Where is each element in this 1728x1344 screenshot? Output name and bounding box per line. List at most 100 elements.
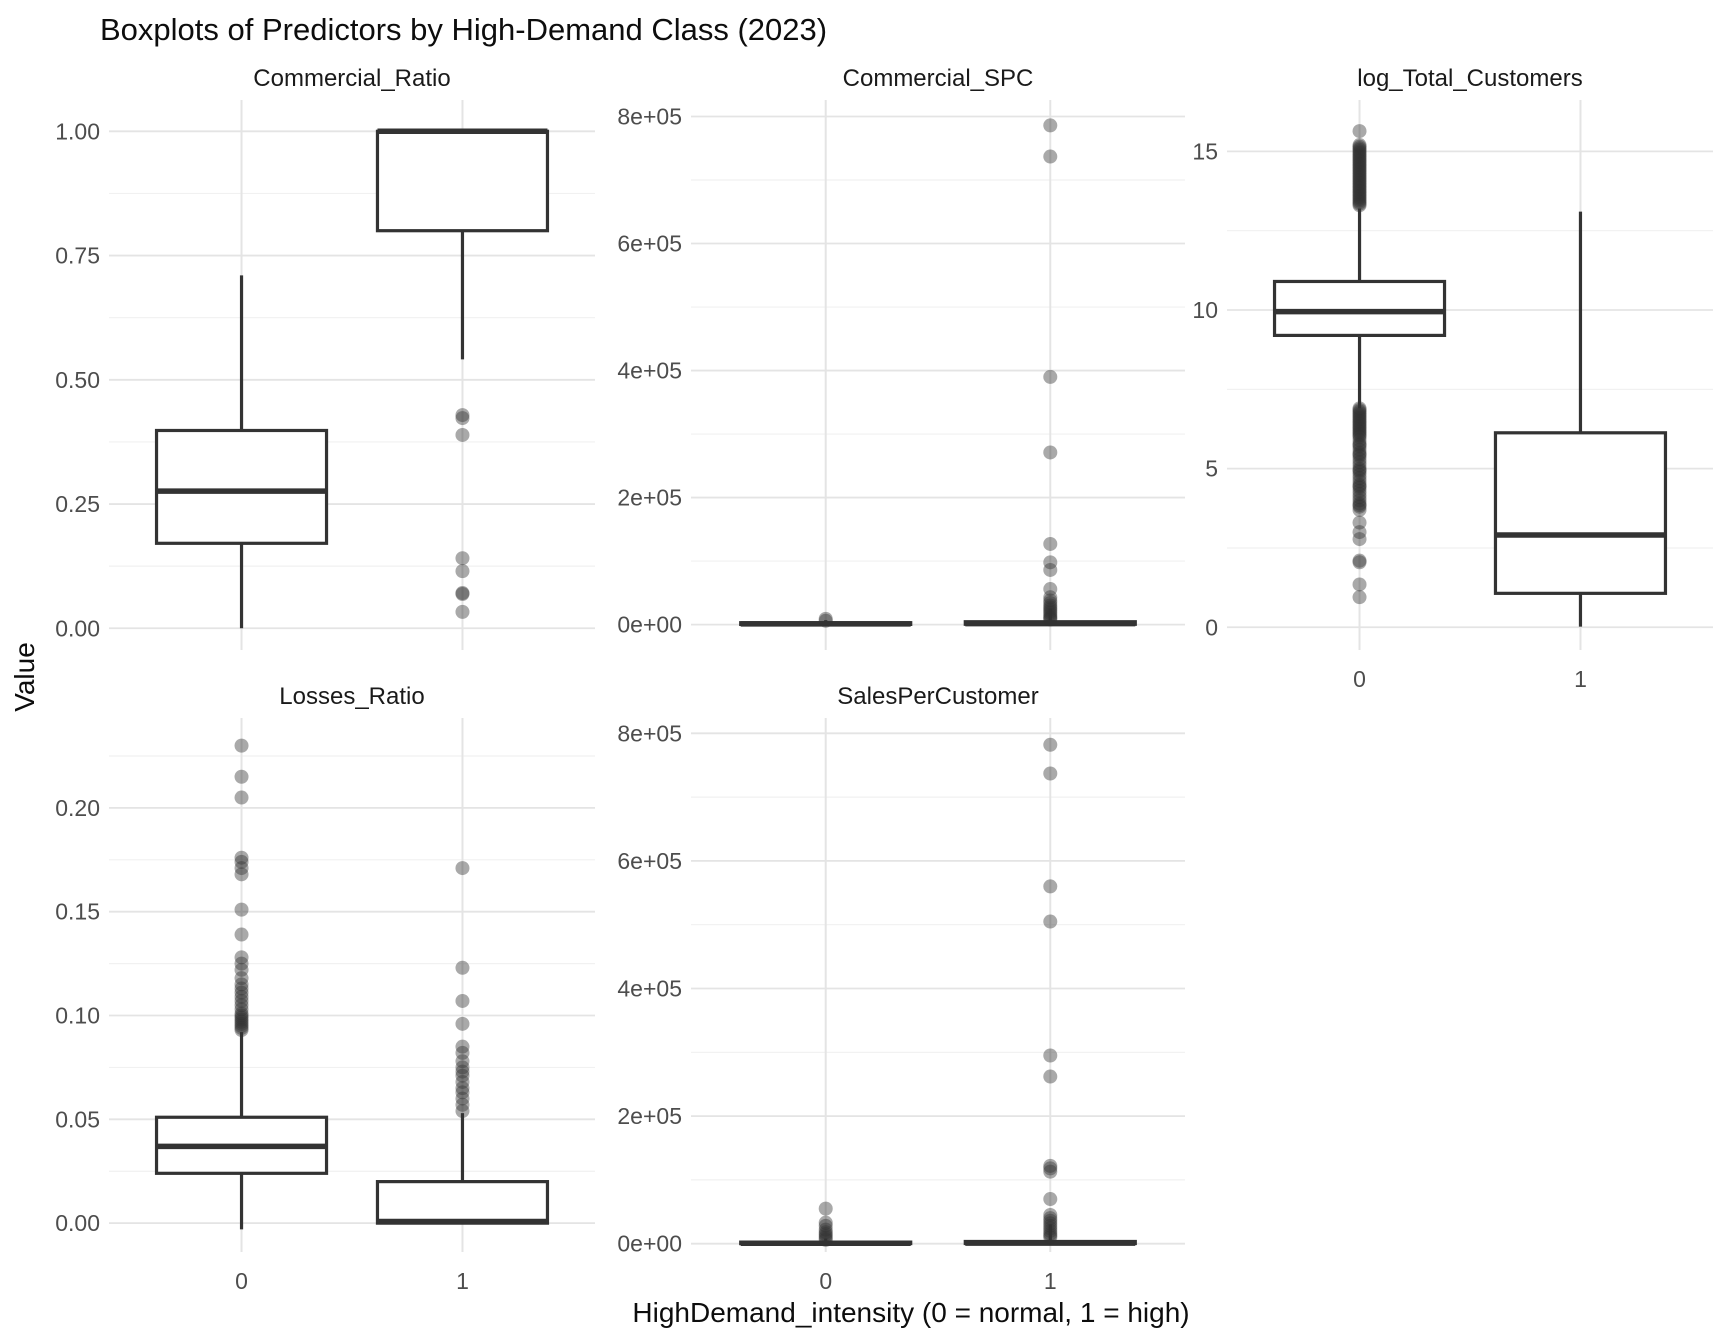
outlier-point bbox=[1352, 420, 1367, 435]
x-tick-label: 0 bbox=[1353, 666, 1366, 692]
outlier-point bbox=[1352, 124, 1367, 139]
outlier-point bbox=[818, 1222, 833, 1237]
outlier-point bbox=[455, 1104, 470, 1119]
outlier-point bbox=[1043, 608, 1058, 623]
facet-panels: Commercial_Ratio1.000.750.500.250.00Comm… bbox=[55, 65, 1713, 1294]
outlier-point bbox=[1043, 602, 1058, 617]
outlier-point bbox=[1043, 609, 1058, 624]
outlier-point bbox=[1352, 182, 1367, 197]
outlier-point bbox=[1352, 479, 1367, 494]
outlier-point bbox=[1352, 463, 1367, 478]
y-tick-label: 1.00 bbox=[55, 118, 100, 144]
outlier-point bbox=[234, 956, 249, 971]
y-tick-label: 0.20 bbox=[55, 795, 100, 821]
chart-title: Boxplots of Predictors by High-Demand Cl… bbox=[100, 12, 827, 47]
outlier-point bbox=[1352, 429, 1367, 444]
outlier-point bbox=[1352, 195, 1367, 210]
outlier-point bbox=[1043, 562, 1058, 577]
outlier-point bbox=[1352, 187, 1367, 202]
outlier-point bbox=[234, 1008, 249, 1023]
box bbox=[154, 428, 329, 545]
outlier-point bbox=[1043, 1223, 1058, 1238]
outlier-point bbox=[1043, 1048, 1058, 1063]
outlier-point bbox=[234, 998, 249, 1013]
outlier-point bbox=[1043, 555, 1058, 570]
outlier-point bbox=[455, 1091, 470, 1106]
outlier-point bbox=[455, 1081, 470, 1096]
x-tick-label: 1 bbox=[1574, 666, 1587, 692]
outlier-point bbox=[1352, 188, 1367, 203]
outlier-point bbox=[1352, 196, 1367, 211]
outlier-point bbox=[1043, 369, 1058, 384]
outlier-point bbox=[1043, 1211, 1058, 1226]
outlier-point bbox=[1352, 425, 1367, 440]
outlier-point bbox=[1043, 1207, 1058, 1222]
box bbox=[375, 1180, 550, 1225]
outlier-point bbox=[1043, 600, 1058, 615]
outlier-point bbox=[234, 1018, 249, 1033]
outlier-point bbox=[1352, 433, 1367, 448]
outlier-point bbox=[1352, 442, 1367, 457]
outlier-point bbox=[234, 989, 249, 1004]
outlier-point bbox=[1352, 445, 1367, 460]
outlier-point bbox=[1352, 168, 1367, 183]
outlier-point bbox=[1043, 1158, 1058, 1173]
facet-Commercial_SPC: Commercial_SPC 8e+05 6e+05 4e+05 2e+05 0e+00 bbox=[617, 65, 1185, 650]
outlier-point bbox=[1352, 165, 1367, 180]
outlier-point bbox=[1352, 171, 1367, 186]
outlier-point bbox=[455, 1045, 470, 1060]
outlier-point bbox=[1352, 590, 1367, 605]
outlier-point bbox=[1043, 879, 1058, 894]
outlier-point bbox=[1352, 150, 1367, 165]
outlier-point bbox=[1352, 191, 1367, 206]
y-tick-label: 8e+05 bbox=[617, 720, 682, 746]
outlier-point bbox=[455, 960, 470, 975]
outlier-point bbox=[1352, 502, 1367, 517]
y-tick-label: 5 bbox=[1205, 456, 1218, 482]
outlier-point bbox=[1352, 577, 1367, 592]
outlier-point bbox=[455, 411, 470, 426]
outlier-point bbox=[1352, 421, 1367, 436]
outlier-point bbox=[234, 867, 249, 882]
y-tick-label: 2e+05 bbox=[617, 485, 682, 511]
outlier-point bbox=[455, 1097, 470, 1112]
outlier-point bbox=[234, 981, 249, 996]
outlier-point bbox=[234, 1002, 249, 1017]
outlier-point bbox=[234, 1014, 249, 1029]
facet-strip-label: Commercial_SPC bbox=[843, 65, 1034, 92]
y-tick-label: 6e+05 bbox=[617, 231, 682, 257]
outlier-point bbox=[1043, 582, 1058, 597]
outlier-point bbox=[1352, 158, 1367, 173]
outlier-point bbox=[1043, 149, 1058, 164]
outlier-point bbox=[1352, 555, 1367, 570]
outlier-point bbox=[818, 611, 833, 626]
outlier-point bbox=[1043, 445, 1058, 460]
outlier-point bbox=[234, 1023, 249, 1038]
outlier-point bbox=[234, 1016, 249, 1031]
outlier-point bbox=[1352, 553, 1367, 568]
outlier-point bbox=[1352, 410, 1367, 425]
outlier-point bbox=[234, 950, 249, 965]
outlier-point bbox=[1352, 458, 1367, 473]
outlier-point bbox=[1352, 415, 1367, 430]
outlier-point bbox=[1352, 455, 1367, 470]
facet-SalesPerCustomer: SalesPerCustomer 8e+05 6e+05 4e+05 2e+05 0e+0… bbox=[617, 683, 1185, 1294]
outlier-point bbox=[1352, 161, 1367, 176]
outlier-point bbox=[1352, 532, 1367, 547]
outlier-point bbox=[1043, 536, 1058, 551]
outlier-point bbox=[1352, 464, 1367, 479]
y-tick-label: 10 bbox=[1192, 297, 1218, 323]
outlier-point bbox=[1043, 590, 1058, 605]
outlier-point bbox=[1043, 612, 1058, 627]
outlier-point bbox=[234, 850, 249, 865]
outlier-point bbox=[455, 604, 470, 619]
y-axis-title: Value bbox=[9, 642, 40, 712]
outlier-point bbox=[1352, 474, 1367, 489]
facet-strip-label: SalesPerCustomer bbox=[837, 683, 1038, 710]
outlier-point bbox=[1352, 414, 1367, 429]
outlier-point bbox=[455, 1085, 470, 1100]
outlier-point bbox=[1352, 149, 1367, 164]
outlier-point bbox=[455, 1060, 470, 1075]
outlier-point bbox=[818, 1230, 833, 1245]
outlier-point bbox=[234, 1010, 249, 1025]
